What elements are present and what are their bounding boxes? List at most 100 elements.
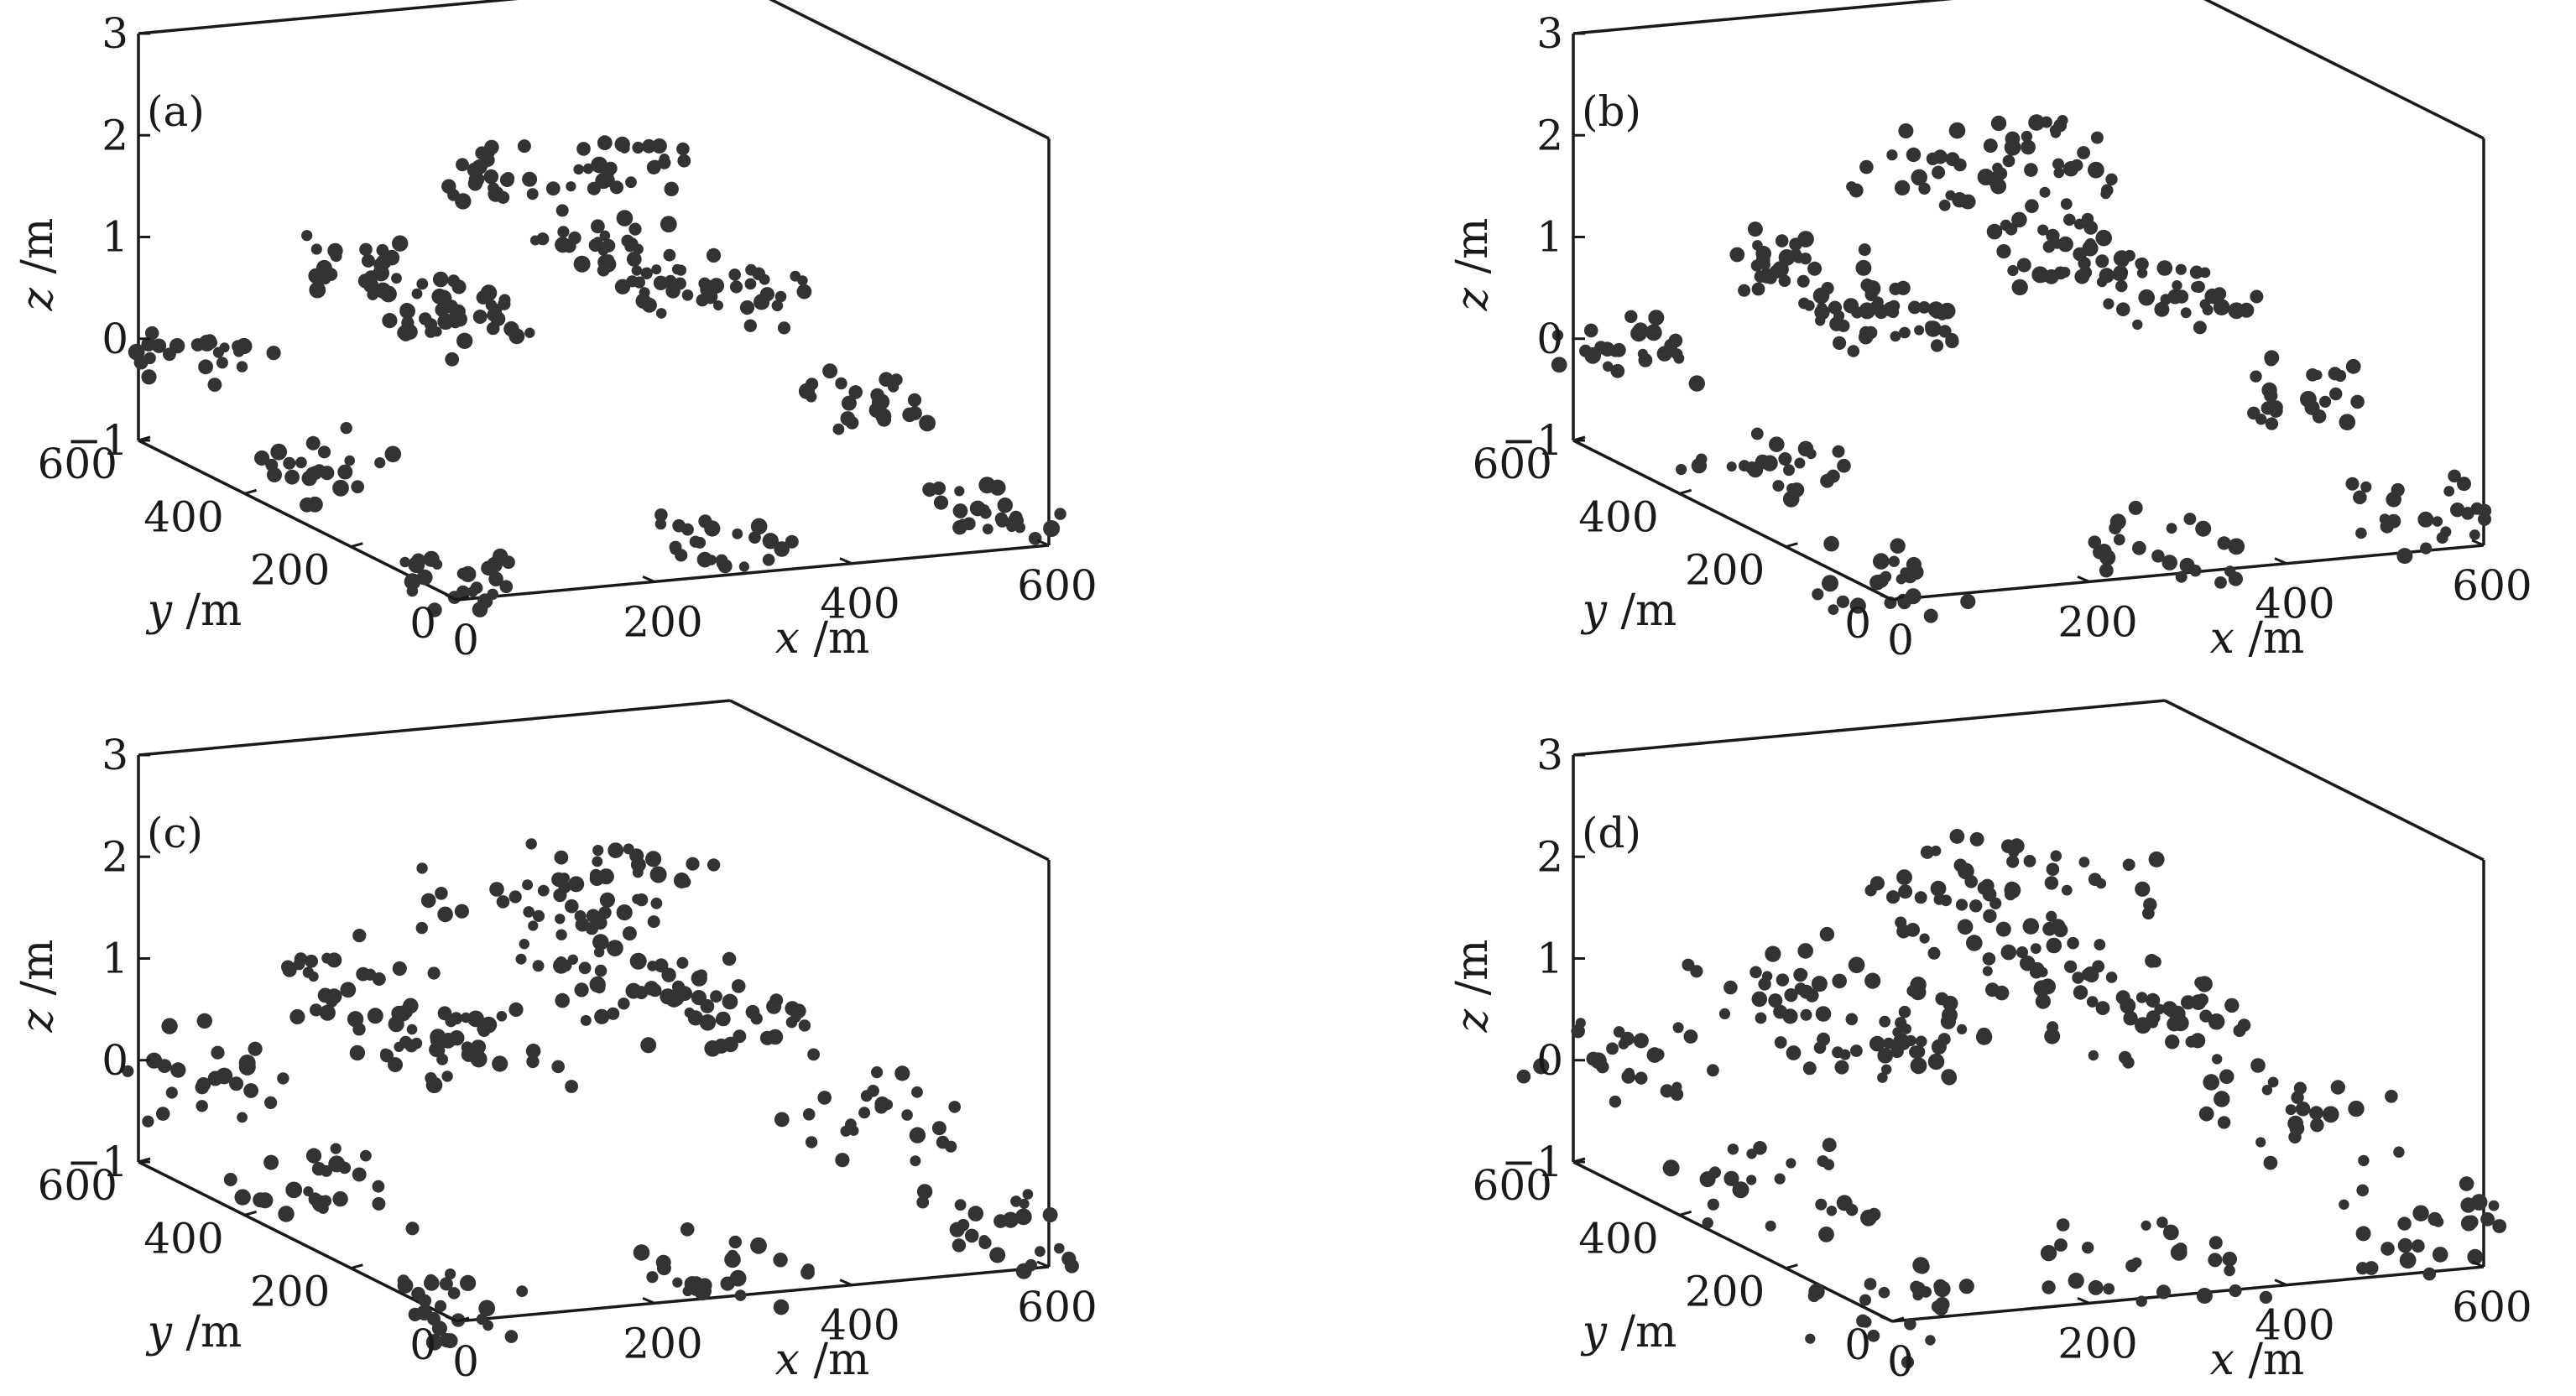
z-axis-label: z /m bbox=[1447, 218, 1498, 312]
point-cloud-point bbox=[1765, 945, 1781, 962]
point-cloud-point bbox=[1888, 555, 1900, 567]
point-cloud-point bbox=[1765, 1220, 1776, 1232]
point-cloud-point bbox=[2469, 529, 2480, 540]
point-cloud-point bbox=[931, 481, 946, 496]
point-cloud-point bbox=[352, 1167, 367, 1182]
point-cloud-point bbox=[454, 904, 470, 919]
point-cloud-point bbox=[1930, 880, 1947, 897]
point-cloud-point bbox=[270, 443, 288, 461]
point-cloud-point bbox=[1676, 464, 1687, 476]
point-cloud-point bbox=[502, 172, 515, 185]
point-cloud-point bbox=[207, 1070, 223, 1086]
point-cloud-point bbox=[593, 915, 607, 930]
point-cloud-point bbox=[2135, 1295, 2147, 1307]
point-cloud-point bbox=[1672, 1022, 1684, 1034]
point-cloud-point bbox=[1869, 575, 1885, 591]
point-cloud-point bbox=[2064, 960, 2078, 973]
point-cloud-point bbox=[2264, 350, 2280, 366]
x-axis-label: x /m bbox=[2210, 1335, 2305, 1385]
y-tick bbox=[1679, 1210, 1692, 1216]
point-cloud-point bbox=[2190, 1033, 2206, 1049]
point-cloud-point bbox=[2078, 857, 2090, 867]
point-cloud-point bbox=[568, 876, 585, 893]
point-cloud-point bbox=[196, 1013, 212, 1029]
point-cloud-point bbox=[597, 263, 610, 277]
point-cloud-point bbox=[952, 503, 968, 518]
point-cloud-point bbox=[704, 520, 721, 537]
point-cloud-point bbox=[376, 243, 389, 257]
point-cloud-point bbox=[1869, 1035, 1885, 1052]
point-cloud-point bbox=[622, 926, 637, 941]
point-cloud-point bbox=[616, 904, 633, 921]
point-cloud-point bbox=[2135, 1017, 2151, 1034]
x-tick bbox=[2077, 1296, 2090, 1305]
point-cloud-point bbox=[416, 569, 433, 586]
point-cloud-point bbox=[1837, 319, 1850, 332]
point-cloud-point bbox=[461, 1041, 474, 1054]
point-cloud-point bbox=[1656, 346, 1672, 362]
point-cloud-point bbox=[424, 1275, 440, 1291]
point-cloud-point bbox=[195, 1080, 210, 1095]
point-cloud-point bbox=[2073, 218, 2085, 230]
x-tick bbox=[1036, 1260, 1050, 1268]
point-cloud-point bbox=[1955, 899, 1969, 911]
point-cloud-point bbox=[2146, 1010, 2161, 1024]
point-cloud-point bbox=[1867, 1329, 1880, 1342]
point-cloud-point bbox=[2412, 1205, 2429, 1222]
point-cloud-point bbox=[995, 514, 1009, 528]
point-cloud-point bbox=[499, 580, 514, 593]
point-cloud-point bbox=[654, 958, 669, 973]
point-cloud-point bbox=[822, 363, 838, 379]
point-cloud-point bbox=[954, 1199, 967, 1211]
y-tick bbox=[1891, 595, 1905, 602]
point-cloud-point bbox=[198, 359, 214, 375]
point-cloud-point bbox=[2360, 481, 2372, 493]
point-cloud bbox=[128, 135, 1066, 617]
point-cloud-point bbox=[1858, 243, 1871, 257]
point-cloud-point bbox=[219, 342, 230, 353]
point-cloud-point bbox=[2077, 146, 2090, 159]
point-cloud-point bbox=[1877, 1048, 1893, 1064]
point-cloud-point bbox=[2259, 1290, 2272, 1304]
z-axis-label: z /m bbox=[13, 940, 63, 1034]
point-cloud-point bbox=[432, 271, 449, 288]
point-cloud-point bbox=[1022, 1189, 1034, 1200]
y-tick-label: 400 bbox=[143, 1214, 223, 1263]
point-cloud-point bbox=[1832, 973, 1847, 989]
point-cloud-point bbox=[1673, 352, 1685, 364]
point-cloud-point bbox=[1920, 845, 1934, 859]
panel-label: (c) bbox=[147, 809, 203, 857]
point-cloud-point bbox=[2219, 1069, 2234, 1085]
point-cloud-point bbox=[1796, 968, 1808, 980]
point-cloud-point bbox=[1702, 1217, 1713, 1229]
point-cloud-point bbox=[754, 294, 770, 310]
point-cloud-point bbox=[557, 226, 570, 238]
point-cloud-point bbox=[2196, 976, 2213, 992]
point-cloud-point bbox=[2432, 516, 2443, 527]
y-tick bbox=[456, 1316, 470, 1323]
point-cloud-point bbox=[989, 1247, 1006, 1263]
axis-frame-edge bbox=[456, 1265, 1050, 1323]
point-cloud-point bbox=[1750, 427, 1764, 440]
point-cloud-point bbox=[909, 1127, 926, 1143]
point-cloud-point bbox=[254, 450, 270, 466]
point-cloud-point bbox=[1915, 1035, 1927, 1048]
point-cloud-point bbox=[589, 976, 606, 993]
point-cloud-point bbox=[1784, 988, 1798, 1003]
point-cloud-point bbox=[2072, 971, 2084, 984]
point-cloud-point bbox=[650, 897, 663, 909]
point-cloud-point bbox=[1586, 1051, 1601, 1066]
point-cloud-point bbox=[308, 971, 319, 982]
panel-label: (d) bbox=[1582, 809, 1641, 857]
point-cloud-point bbox=[2135, 257, 2149, 271]
z-tick-label: −1 bbox=[1501, 416, 1563, 465]
point-cloud-point bbox=[1775, 234, 1789, 247]
point-cloud-point bbox=[651, 264, 662, 275]
point-cloud-point bbox=[2040, 1245, 2057, 1262]
point-cloud-point bbox=[525, 1044, 541, 1059]
point-cloud-point bbox=[1901, 1024, 1911, 1034]
point-cloud-point bbox=[456, 158, 469, 172]
point-cloud-point bbox=[1837, 458, 1851, 473]
x-tick-label: 600 bbox=[2452, 1283, 2532, 1331]
point-cloud-point bbox=[237, 1112, 248, 1123]
